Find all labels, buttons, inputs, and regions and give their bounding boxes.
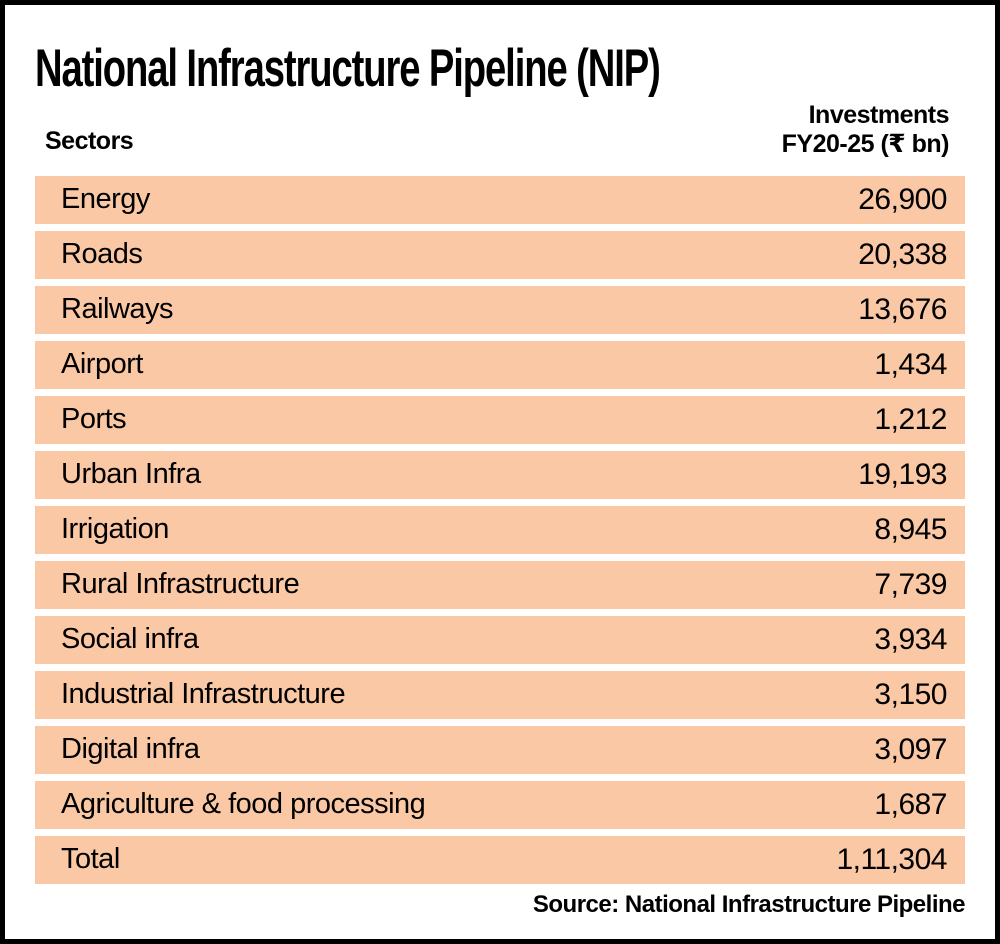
investment-value: 8,945 bbox=[874, 512, 947, 546]
table-body: Energy 26,900 Roads 20,338 Railways 13,6… bbox=[35, 175, 965, 884]
table-row: Railways 13,676 bbox=[35, 285, 965, 334]
investment-value: 26,900 bbox=[858, 182, 947, 216]
sector-label: Irrigation bbox=[61, 513, 169, 546]
table-row: Ports 1,212 bbox=[35, 395, 965, 444]
table-row: Roads 20,338 bbox=[35, 230, 965, 279]
sector-label: Agriculture & food processing bbox=[61, 788, 426, 821]
sector-label: Railways bbox=[61, 293, 174, 326]
sectors-column-header: Sectors bbox=[45, 126, 134, 155]
investments-column-header: Investments FY20-25 (₹ bn) bbox=[782, 101, 965, 159]
investment-value: 3,097 bbox=[874, 732, 947, 766]
sector-label: Roads bbox=[61, 238, 143, 271]
table-row: Urban Infra 19,193 bbox=[35, 450, 965, 499]
page-title: National Infrastructure Pipeline (NIP) bbox=[35, 39, 661, 98]
table-row: Airport 1,434 bbox=[35, 340, 965, 389]
sector-label: Ports bbox=[61, 403, 127, 436]
sector-label: Airport bbox=[61, 348, 143, 381]
table-row: Energy 26,900 bbox=[35, 175, 965, 224]
table-row: Rural Infrastructure 7,739 bbox=[35, 560, 965, 609]
sector-label: Rural Infrastructure bbox=[61, 568, 300, 601]
investment-value: 1,434 bbox=[874, 347, 947, 381]
table-row-total: Total 1,11,304 bbox=[35, 835, 965, 884]
sector-label: Digital infra bbox=[61, 733, 200, 766]
investment-value: 3,150 bbox=[874, 677, 947, 711]
sector-label: Social infra bbox=[61, 623, 199, 656]
table-row: Irrigation 8,945 bbox=[35, 505, 965, 554]
table-row: Digital infra 3,097 bbox=[35, 725, 965, 774]
sector-label: Industrial Infrastructure bbox=[61, 678, 346, 711]
investment-value: 1,687 bbox=[874, 787, 947, 821]
investment-value: 13,676 bbox=[858, 292, 947, 326]
table-row: Industrial Infrastructure 3,150 bbox=[35, 670, 965, 719]
total-value: 1,11,304 bbox=[836, 842, 947, 876]
investment-value: 1,212 bbox=[874, 402, 947, 436]
investment-value: 7,739 bbox=[874, 567, 947, 601]
investments-header-line2: FY20-25 (₹ bn) bbox=[781, 129, 950, 158]
investment-value: 19,193 bbox=[858, 457, 947, 491]
sector-label: Energy bbox=[61, 183, 150, 216]
source-attribution: Source: National Infrastructure Pipeline bbox=[532, 890, 966, 918]
table-header: Sectors Investments FY20-25 (₹ bn) bbox=[35, 101, 965, 159]
investments-header-line1: Investments bbox=[808, 100, 950, 129]
sector-label: Urban Infra bbox=[61, 458, 201, 491]
total-label: Total bbox=[61, 843, 120, 876]
investment-value: 3,934 bbox=[874, 622, 947, 656]
investment-value: 20,338 bbox=[858, 237, 947, 271]
table-row: Social infra 3,934 bbox=[35, 615, 965, 664]
table-row: Agriculture & food processing 1,687 bbox=[35, 780, 965, 829]
